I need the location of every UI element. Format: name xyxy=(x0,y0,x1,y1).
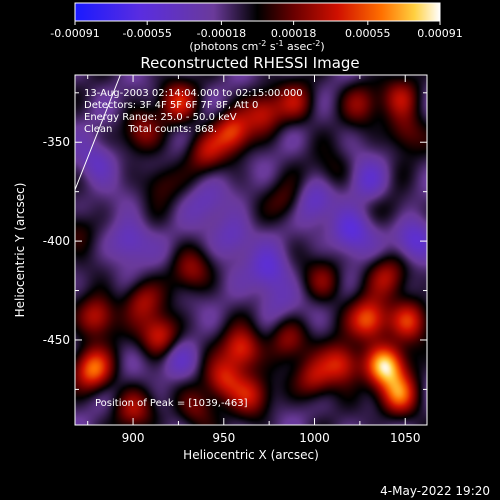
x-tick-label: 1050 xyxy=(390,431,421,445)
info-energy-range: Energy Range: 25.0 - 50.0 keV xyxy=(84,112,237,123)
colorbar-tick-label: 0.00055 xyxy=(345,27,391,40)
info-detectors: Detectors: 3F 4F 5F 6F 7F 8F, Att 0 xyxy=(84,100,258,111)
x-axis-label: Heliocentric X (arcsec) xyxy=(183,448,319,462)
info-time-range: 13-Aug-2003 02:14:04.000 to 02:15:00.000 xyxy=(84,88,303,99)
colorbar xyxy=(74,2,441,22)
info-block: 13-Aug-2003 02:14:04.000 to 02:15:00.000… xyxy=(84,88,303,135)
colorbar-tick-label: -0.00018 xyxy=(197,27,246,40)
x-tick-label: 950 xyxy=(212,431,235,445)
y-tick-label: -350 xyxy=(43,135,70,149)
timestamp: 4-May-2022 19:20 xyxy=(380,484,490,498)
colorbar-tick-label: 0.00018 xyxy=(271,27,317,40)
plot-frame xyxy=(74,74,428,426)
chart-title: Reconstructed RHESSI Image xyxy=(140,54,359,72)
y-tick-label: -400 xyxy=(43,234,70,248)
info-total-counts: Clean Total counts: 868. xyxy=(84,124,217,135)
axis-ticks: 900 950 1000 1050 -350 -400 -450 xyxy=(43,75,427,445)
heatmap-image xyxy=(75,75,427,425)
colorbar-units: (photons cm-2 s-1 asec-2) xyxy=(189,39,324,53)
colorbar-tick-label: 0.00091 xyxy=(417,27,463,40)
x-tick-label: 1000 xyxy=(299,431,330,445)
colorbar-ticks: -0.00091 -0.00055 -0.00018 0.00018 0.00055 0.… xyxy=(50,21,463,40)
y-axis-label: Heliocentric Y (arcsec) xyxy=(13,183,27,318)
y-tick-label: -450 xyxy=(43,333,70,347)
x-tick-label: 900 xyxy=(122,431,145,445)
colorbar-tick-label: -0.00091 xyxy=(50,27,99,40)
peak-position-label: Position of Peak = [1039,-463] xyxy=(95,398,248,409)
solar-limb-line xyxy=(75,75,121,190)
colorbar-tick-label: -0.00055 xyxy=(122,27,171,40)
